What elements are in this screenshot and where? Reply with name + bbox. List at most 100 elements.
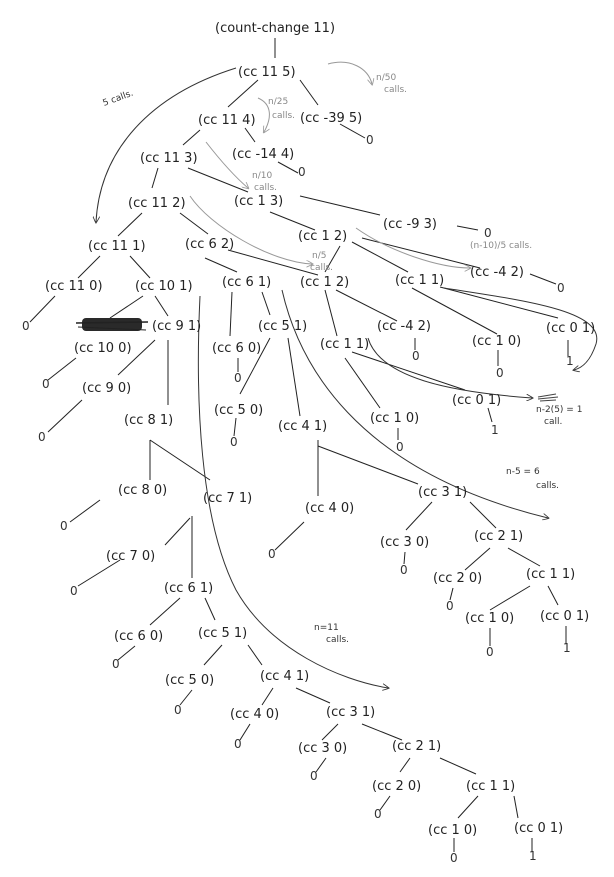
node-cc-2-1-a: (cc 2 1) xyxy=(474,529,523,544)
root-node: (count-change 11) xyxy=(215,21,335,36)
small-scribble-mark xyxy=(537,393,559,402)
n25-note: n/25 xyxy=(268,97,288,107)
node-cc-4-0-b: (cc 4 0) xyxy=(230,707,279,722)
node-cc-11-1: (cc 11 1) xyxy=(88,239,146,254)
n10-calls-arrow xyxy=(205,141,248,188)
node-cc-1-2-a: (cc 1 2) xyxy=(298,229,347,244)
n-11-calls-note: calls. xyxy=(326,635,349,645)
five-calls-note: 5 calls. xyxy=(102,89,135,109)
n-minus-10-arrow xyxy=(355,227,470,268)
leaf-zero: 0 xyxy=(486,645,494,659)
node-cc-6-1: (cc 6 1) xyxy=(222,275,271,290)
leaf-zero: 0 xyxy=(234,737,242,751)
leaf-zero: 0 xyxy=(496,366,504,380)
node-cc-6-0-b: (cc 6 0) xyxy=(114,629,163,644)
node-cc-7-1: (cc 7 1) xyxy=(203,491,252,506)
node-cc-1-1-a: (cc 1 1) xyxy=(395,273,444,288)
node-cc-9-0: (cc 9 0) xyxy=(82,381,131,396)
leaf-zero: 0 xyxy=(484,226,492,240)
tree-edges xyxy=(29,38,569,852)
node-cc-1-0-a: (cc 1 0) xyxy=(472,334,521,349)
scribble-mark xyxy=(75,318,149,331)
leaf-zero: 0 xyxy=(234,371,242,385)
leaf-zero: 0 xyxy=(174,703,182,717)
node-cc-4-0-a: (cc 4 0) xyxy=(305,501,354,516)
node-cc-5-0-b: (cc 5 0) xyxy=(165,673,214,688)
node-cc-8-0: (cc 8 0) xyxy=(118,483,167,498)
n-minus-10-note: (n-10)/5 calls. xyxy=(470,241,532,251)
n25-calls-note: calls. xyxy=(272,111,295,121)
n5-calls-note: calls. xyxy=(310,263,333,273)
node-cc-0-1-a: (cc 0 1) xyxy=(546,321,595,336)
node-cc-10-0: (cc 10 0) xyxy=(74,341,132,356)
leaf-one: 1 xyxy=(491,423,499,437)
node-cc-2-0-b: (cc 2 0) xyxy=(372,779,421,794)
node-cc-m9-3: (cc -9 3) xyxy=(383,217,437,232)
node-cc-1-2-b: (cc 1 2) xyxy=(300,275,349,290)
n-minus-2-5-arrow xyxy=(367,337,532,398)
n-minus-5-arrow xyxy=(281,289,548,518)
leaf-zero: 0 xyxy=(450,851,458,865)
leaf-zero: 0 xyxy=(557,281,565,295)
node-cc-5-1-b: (cc 5 1) xyxy=(198,626,247,641)
node-cc-3-1-b: (cc 3 1) xyxy=(326,705,375,720)
node-cc-8-1: (cc 8 1) xyxy=(124,413,173,428)
n5-note: n/5 xyxy=(312,251,326,261)
leaf-zero: 0 xyxy=(112,657,120,671)
leaf-zero: 0 xyxy=(38,430,46,444)
leaf-zero: 0 xyxy=(446,599,454,613)
node-cc-6-1-b: (cc 6 1) xyxy=(164,581,213,596)
node-cc-6-0: (cc 6 0) xyxy=(212,341,261,356)
node-cc-4-1-a: (cc 4 1) xyxy=(278,419,327,434)
n50-calls-note: calls. xyxy=(384,85,407,95)
node-cc-7-0: (cc 7 0) xyxy=(106,549,155,564)
n-minus-2-5-note: n-2(5) = 1 xyxy=(536,405,582,415)
node-cc-11-0: (cc 11 0) xyxy=(45,279,103,294)
node-cc-11-2: (cc 11 2) xyxy=(128,196,186,211)
five-calls-arrow xyxy=(96,67,237,222)
leaf-zero: 0 xyxy=(70,584,78,598)
leaf-zero: 0 xyxy=(366,133,374,147)
leaf-zero: 0 xyxy=(298,165,306,179)
leaf-zero: 0 xyxy=(268,547,276,561)
node-cc-0-1-b: (cc 0 1) xyxy=(452,393,501,408)
n25-calls-arrow xyxy=(257,97,269,132)
leaf-zero: 0 xyxy=(396,440,404,454)
leaf-values: 0 0 0 0 0 0 0 1 0 0 0 0 0 1 0 0 0 0 0 0 … xyxy=(22,133,574,865)
node-cc-1-0-c: (cc 1 0) xyxy=(465,611,514,626)
node-cc-11-3: (cc 11 3) xyxy=(140,151,198,166)
node-cc-2-0-a: (cc 2 0) xyxy=(433,571,482,586)
leaf-zero: 0 xyxy=(412,349,420,363)
node-cc-0-1-c: (cc 0 1) xyxy=(540,609,589,624)
node-cc-10-1: (cc 10 1) xyxy=(135,279,193,294)
node-cc-3-0-a: (cc 3 0) xyxy=(380,535,429,550)
node-cc-m39-5: (cc -39 5) xyxy=(300,111,362,126)
leaf-zero: 0 xyxy=(42,377,50,391)
node-cc-0-1-d: (cc 0 1) xyxy=(514,821,563,836)
node-cc-m14-4: (cc -14 4) xyxy=(232,147,294,162)
node-cc-1-1-d: (cc 1 1) xyxy=(466,779,515,794)
node-cc-1-3: (cc 1 3) xyxy=(234,194,283,209)
leaf-zero: 0 xyxy=(22,319,30,333)
node-cc-3-0-b: (cc 3 0) xyxy=(298,741,347,756)
node-cc-5-1-a: (cc 5 1) xyxy=(258,319,307,334)
leaf-zero: 0 xyxy=(60,519,68,533)
n-11-arrow xyxy=(197,295,388,688)
n-11-note: n=11 xyxy=(314,623,339,633)
n-minus-2-5-calls-note: call. xyxy=(544,417,562,427)
leaf-zero: 0 xyxy=(310,769,318,783)
right-loop-arrow xyxy=(443,287,598,370)
call-count-arrows xyxy=(96,61,598,688)
node-cc-11-5: (cc 11 5) xyxy=(238,65,296,80)
n50-note: n/50 xyxy=(376,73,396,83)
n50-calls-arrow xyxy=(327,61,372,84)
leaf-one: 1 xyxy=(563,641,571,655)
n5-calls-arrow xyxy=(189,195,312,264)
n-minus-5-calls-note: calls. xyxy=(536,481,559,491)
leaf-zero: 0 xyxy=(230,435,238,449)
node-cc-m4-2-a: (cc -4 2) xyxy=(470,265,524,280)
leaf-one: 1 xyxy=(566,354,574,368)
node-cc-m4-2-b: (cc -4 2) xyxy=(377,319,431,334)
leaf-one: 1 xyxy=(529,849,537,863)
